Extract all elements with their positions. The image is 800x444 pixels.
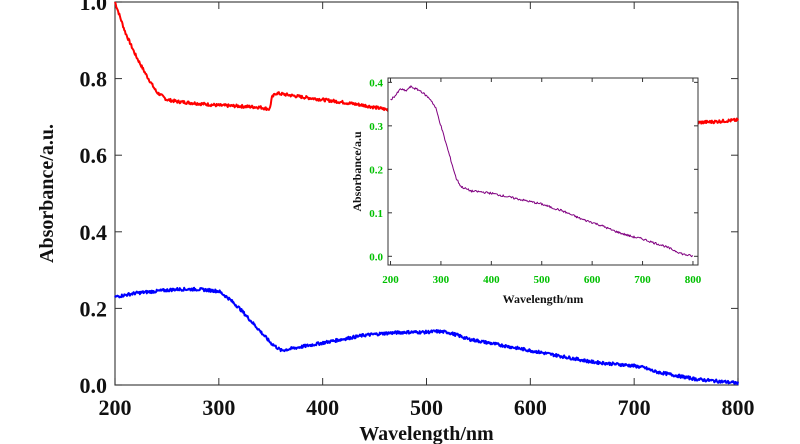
main-x-tick-label: 300: [202, 395, 235, 420]
main-series-blue: [114, 286, 739, 386]
inset-y-axis-label: Absorbance/a.u: [350, 131, 364, 212]
inset-frame: [387, 77, 699, 266]
main-x-tick-label: 500: [410, 395, 443, 420]
main-x-tick-label: 800: [722, 395, 755, 420]
inset-x-tick-label: 300: [433, 274, 450, 286]
main-y-axis-label: Absorbance/a.u.: [36, 124, 58, 263]
main-x-axis-label: Wavelength/nm: [359, 423, 494, 444]
inset-x-tick-label: 400: [483, 274, 500, 286]
inset-chart: 200 300 400 500 600 700 800 0.0 0.1 0.2 0.3 0.4 Wave…: [350, 77, 702, 306]
inset-series-purple: [390, 85, 694, 258]
main-y-tick-label: 0.8: [80, 67, 108, 92]
inset-y-tick-label: 0.2: [369, 164, 383, 176]
main-x-tick-label: 600: [514, 395, 547, 420]
main-y-tick-label: 0.4: [80, 220, 108, 245]
inset-x-tick-label: 800: [685, 274, 702, 286]
main-chart: 200 300 400 500 600 700 800 0.0 0.2 0.4 0.6 0.8 1.0 W…: [36, 0, 755, 444]
inset-x-tick-label: 700: [634, 274, 651, 286]
inset-x-tick-label: 200: [382, 274, 399, 286]
inset-y-tick-label: 0.4: [369, 77, 383, 89]
main-y-tick-label: 0.6: [80, 143, 108, 168]
main-y-tick-label: 0.2: [80, 296, 108, 321]
inset-x-tick-label: 500: [533, 274, 550, 286]
main-x-tick-label: 700: [618, 395, 651, 420]
inset-x-axis-label: Wavelength/nm: [503, 292, 584, 306]
main-y-tick-label: 0.0: [80, 373, 108, 398]
inset-x-tick-label: 600: [584, 274, 601, 286]
inset-y-tick-label: 0.0: [369, 251, 383, 263]
main-y-tick-label: 1.0: [80, 0, 108, 15]
main-x-tick-label: 200: [99, 395, 132, 420]
inset-y-tick-label: 0.1: [369, 208, 383, 220]
main-x-tick-label: 400: [306, 395, 339, 420]
inset-y-tick-label: 0.3: [369, 121, 383, 133]
